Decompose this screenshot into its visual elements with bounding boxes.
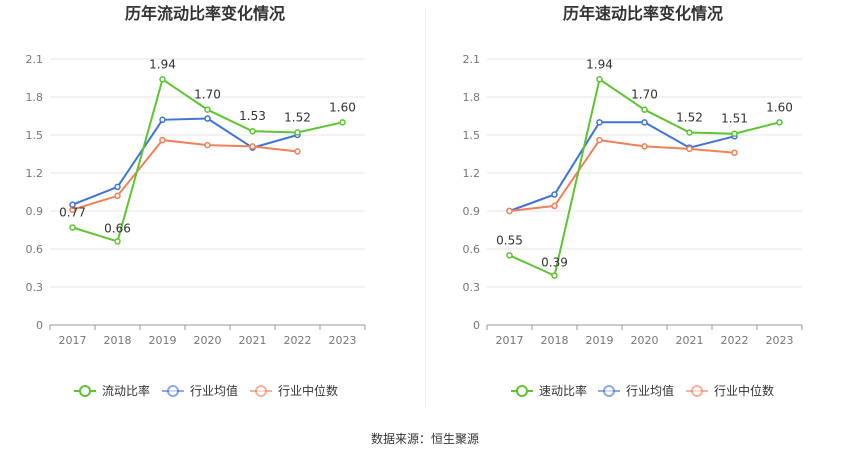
series-line [72, 139, 298, 211]
data-point [551, 272, 558, 279]
y-tick-label: 0.6 [463, 243, 481, 256]
x-tick-label: 2019 [149, 334, 177, 347]
y-tick-label: 0.9 [463, 205, 481, 218]
data-point [294, 129, 301, 136]
series-line [72, 117, 298, 206]
data-point [506, 252, 513, 259]
legend-marker [255, 385, 267, 397]
data-point [69, 206, 76, 213]
data-label: 1.51 [721, 112, 748, 126]
x-tick-label: 2023 [766, 334, 794, 347]
x-tick-label: 2021 [676, 334, 704, 347]
y-tick-label: 2.1 [463, 53, 481, 66]
data-point [731, 130, 738, 137]
data-label: 0.55 [496, 233, 523, 247]
series-line [509, 121, 735, 212]
data-point [339, 119, 346, 126]
chart-title: 历年流动比率变化情况 [125, 4, 285, 23]
legend-marker [516, 385, 528, 397]
x-tick-label: 2022 [284, 334, 312, 347]
x-tick-label: 2017 [496, 334, 524, 347]
data-point [506, 207, 513, 215]
y-tick-label: 1.2 [26, 167, 44, 180]
y-tick-label: 0.9 [26, 205, 44, 218]
y-tick-label: 0.3 [463, 281, 481, 294]
data-label: 0.39 [541, 256, 568, 270]
y-tick-label: 1.8 [463, 91, 481, 104]
data-label: 1.70 [194, 88, 221, 102]
x-tick-label: 2019 [586, 334, 614, 347]
data-label: 0.77 [59, 205, 86, 219]
x-tick-label: 2023 [329, 334, 357, 347]
data-point [641, 119, 648, 126]
data-label: 1.60 [766, 100, 793, 114]
data-point [204, 141, 211, 149]
data-label: 1.94 [586, 57, 613, 71]
data-label: 0.66 [104, 221, 131, 235]
x-tick-label: 2017 [59, 334, 87, 347]
data-point [596, 136, 603, 144]
y-tick-label: 0.6 [26, 243, 44, 256]
data-point [114, 238, 121, 245]
panel-divider [425, 10, 426, 408]
data-point [596, 119, 603, 126]
data-point [686, 129, 693, 136]
data-point [249, 143, 256, 150]
legend-label: 行业均值 [626, 383, 674, 398]
series-line [72, 77, 343, 243]
data-point [159, 76, 166, 83]
data-point [114, 192, 121, 200]
y-tick-label: 1.5 [463, 129, 481, 142]
y-tick-label: 1.2 [463, 167, 481, 180]
legend-marker [691, 385, 703, 397]
data-label: 1.60 [329, 100, 356, 114]
data-point [294, 148, 301, 155]
data-label: 1.52 [284, 110, 311, 124]
data-source: 数据来源：恒生聚源 [370, 432, 479, 446]
x-tick-label: 2018 [541, 334, 569, 347]
legend-label: 速动比率 [539, 383, 587, 398]
y-tick-label: 1.5 [26, 129, 44, 142]
data-label: 1.53 [239, 109, 266, 123]
data-point [596, 76, 603, 83]
legend-marker [603, 385, 615, 397]
data-point [69, 224, 76, 231]
x-tick-label: 2020 [631, 334, 659, 347]
x-tick-label: 2022 [721, 334, 749, 347]
data-point [686, 145, 693, 153]
data-point [114, 183, 121, 191]
y-tick-label: 0 [36, 319, 43, 332]
legend-label: 行业中位数 [714, 383, 774, 398]
data-point [551, 202, 558, 210]
legend-label: 流动比率 [102, 383, 150, 398]
data-point [159, 136, 166, 144]
y-tick-label: 0 [473, 319, 480, 332]
legend-marker [79, 385, 91, 397]
data-point [204, 115, 211, 122]
legend-label: 行业中位数 [278, 383, 338, 398]
data-point [159, 116, 166, 124]
data-point [204, 106, 211, 113]
y-tick-label: 0.3 [26, 281, 44, 294]
data-label: 1.52 [676, 110, 703, 124]
legend-label: 行业均值 [190, 383, 238, 398]
legend-marker [167, 385, 179, 397]
data-point [776, 119, 783, 126]
data-label: 1.70 [631, 88, 658, 102]
data-label: 1.94 [149, 57, 176, 71]
x-tick-label: 2018 [104, 334, 132, 347]
x-tick-label: 2021 [239, 334, 267, 347]
chart-title: 历年速动比率变化情况 [563, 4, 723, 23]
y-tick-label: 2.1 [26, 53, 44, 66]
data-point [641, 106, 648, 113]
y-tick-label: 1.8 [26, 91, 44, 104]
data-point [731, 149, 738, 156]
x-tick-label: 2020 [194, 334, 222, 347]
data-point [551, 191, 558, 198]
data-point [249, 127, 256, 135]
series-line [509, 139, 735, 212]
data-point [641, 143, 648, 150]
